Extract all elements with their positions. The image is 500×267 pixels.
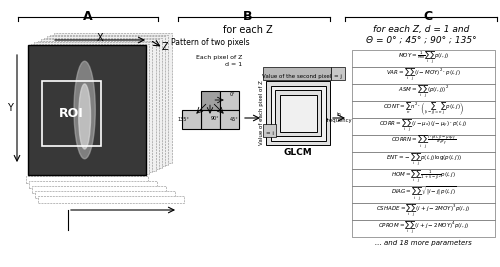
Bar <box>352 84 495 100</box>
Text: $CORR = \sum_i\sum_j (i-\mu_x)(j-\mu_y) \cdot p(i,j)$: $CORR = \sum_i\sum_j (i-\mu_x)(j-\mu_y) … <box>379 118 468 135</box>
Text: $CSHADE = \sum_i\sum_j (i+j-2MOY)^3 p(i,j)$: $CSHADE = \sum_i\sum_j (i+j-2MOY)^3 p(i,… <box>376 203 470 220</box>
Text: $DIAG = \sum_i\sum_j \sqrt{|i-j|\,p(i,j)}$: $DIAG = \sum_i\sum_j \sqrt{|i-j|\,p(i,j)… <box>390 185 456 203</box>
Text: d = 1: d = 1 <box>225 62 242 67</box>
Bar <box>220 109 238 128</box>
Text: = j: = j <box>334 74 342 79</box>
Bar <box>47 36 165 166</box>
Bar <box>352 220 495 237</box>
Bar <box>263 67 331 80</box>
Bar <box>44 37 162 167</box>
Bar <box>352 169 495 186</box>
Text: ... and 18 more parameters: ... and 18 more parameters <box>375 240 472 246</box>
Bar <box>54 33 172 163</box>
Text: = i: = i <box>266 131 274 136</box>
Text: $CONT = \sum_n n^2 \cdot \left(\sum_{|i-j|=n}\sum_j p(i,j)\right)$: $CONT = \sum_n n^2 \cdot \left(\sum_{|i-… <box>383 101 464 118</box>
Text: $MOY = \frac{1}{MN}\sum_i\sum_j p(i,j)$: $MOY = \frac{1}{MN}\sum_i\sum_j p(i,j)$ <box>398 50 449 67</box>
Bar <box>352 203 495 219</box>
Text: 90°: 90° <box>211 116 220 121</box>
Bar <box>266 81 330 145</box>
Text: $HOM = \sum_i\sum_j \frac{1}{1+(i-j)^2}p(i,j)$: $HOM = \sum_i\sum_j \frac{1}{1+(i-j)^2}p… <box>391 169 456 186</box>
Text: $ASM = \sum_i\sum_j (p(i,j))^2$: $ASM = \sum_i\sum_j (p(i,j))^2$ <box>398 84 449 101</box>
Bar <box>352 186 495 202</box>
Bar <box>182 109 201 128</box>
Bar <box>263 124 276 137</box>
Bar <box>26 176 148 183</box>
Text: Y: Y <box>7 103 13 113</box>
Bar <box>352 67 495 84</box>
Text: A: A <box>83 10 93 23</box>
Text: 135°: 135° <box>178 117 190 122</box>
Bar <box>35 191 175 198</box>
Bar <box>220 91 238 109</box>
Bar <box>352 135 495 151</box>
Bar <box>280 95 316 132</box>
Bar <box>29 181 157 188</box>
Bar <box>200 91 220 109</box>
Text: $CPROM = \sum_i\sum_j (i+j-2MOY)^4 p(i,j)$: $CPROM = \sum_i\sum_j (i+j-2MOY)^4 p(i,j… <box>378 220 469 237</box>
Bar <box>270 85 326 140</box>
Bar <box>200 109 220 128</box>
Text: in
frequency: in frequency <box>326 112 352 123</box>
Bar <box>34 42 152 172</box>
Bar <box>31 44 149 174</box>
Text: Value of each pixel of Z: Value of each pixel of Z <box>258 81 264 146</box>
Text: for each Z: for each Z <box>223 25 273 35</box>
Text: B: B <box>243 10 253 23</box>
Bar <box>50 34 168 164</box>
Bar <box>352 101 495 117</box>
Text: 45°: 45° <box>230 117 238 122</box>
Text: Z: Z <box>162 42 168 52</box>
Text: ROI: ROI <box>59 107 84 120</box>
Ellipse shape <box>78 84 90 149</box>
Bar <box>38 41 156 171</box>
Bar <box>41 39 159 169</box>
Text: C: C <box>424 10 432 23</box>
Text: $ENT = -\sum_i\sum_j p(i,j)\log(p(i,j))$: $ENT = -\sum_i\sum_j p(i,j)\log(p(i,j))$ <box>386 152 462 169</box>
Text: Each pixel of Z: Each pixel of Z <box>196 55 242 60</box>
Bar <box>331 67 345 80</box>
Text: $VAR = \sum_i\sum_j (i-MOY)^2 \cdot p(i,j)$: $VAR = \sum_i\sum_j (i-MOY)^2 \cdot p(i,… <box>386 67 461 84</box>
Bar <box>32 186 166 193</box>
Text: for each Z, d = 1 and
Θ = 0° ; 45° ; 90° ; 135°: for each Z, d = 1 and Θ = 0° ; 45° ; 90°… <box>366 25 476 44</box>
Bar <box>275 90 321 136</box>
Text: Pattern of two pixels: Pattern of two pixels <box>170 38 250 47</box>
Bar <box>42 81 101 146</box>
Text: Value of the second pixel: Value of the second pixel <box>262 74 332 79</box>
Bar <box>38 196 184 203</box>
Ellipse shape <box>74 61 96 159</box>
Bar <box>352 118 495 135</box>
Text: X: X <box>96 33 103 43</box>
Text: GLCM: GLCM <box>284 148 312 157</box>
Text: $CORRN = \sum_i\sum_j \frac{i \cdot p(i,j)-\mu_x\mu_y}{\sigma_x \sigma_y}$: $CORRN = \sum_i\sum_j \frac{i \cdot p(i,… <box>391 134 456 152</box>
Bar <box>352 50 495 66</box>
Bar <box>28 45 146 175</box>
Bar <box>352 152 495 168</box>
Text: 0°: 0° <box>230 92 235 97</box>
